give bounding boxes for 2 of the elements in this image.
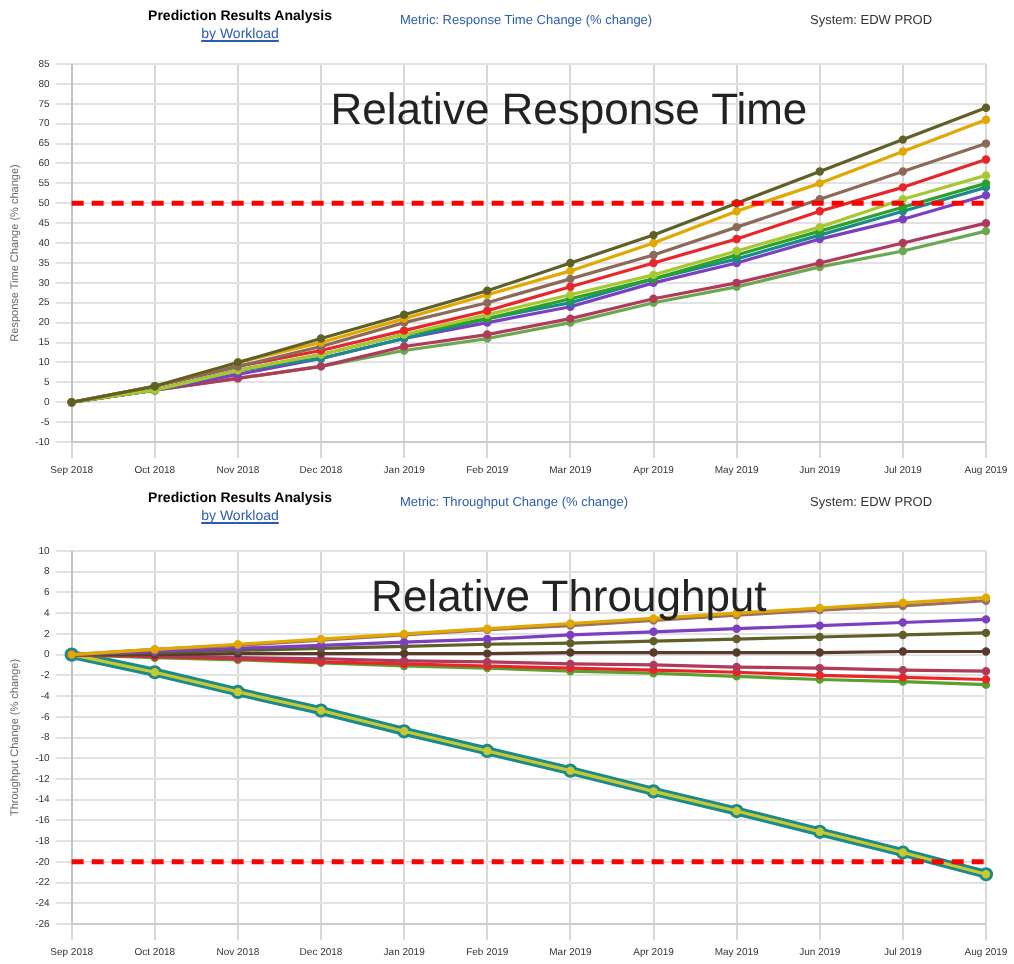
annotation: Relative Throughput	[371, 571, 767, 622]
annotation: Relative Response Time	[330, 84, 808, 135]
